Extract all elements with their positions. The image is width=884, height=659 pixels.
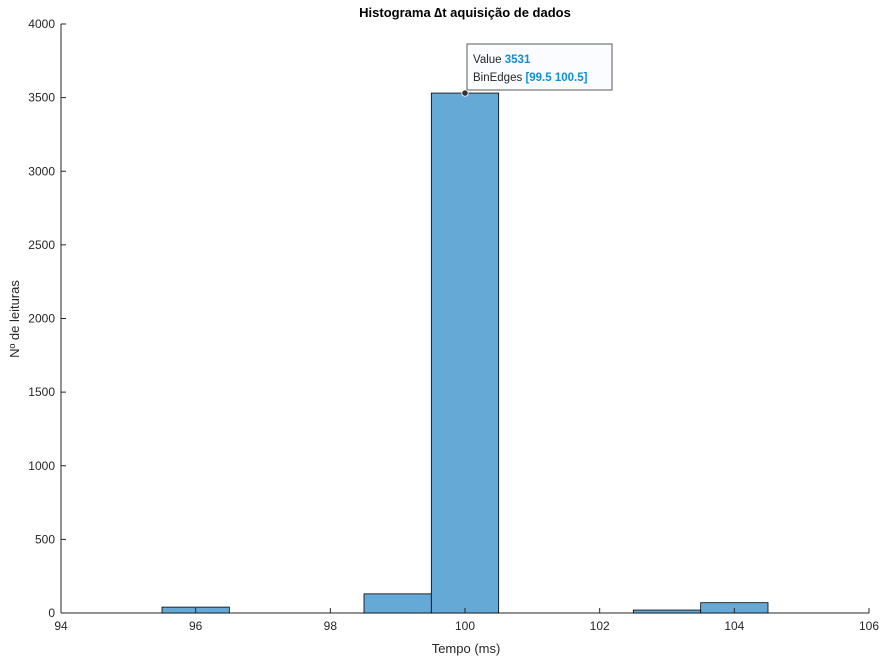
datatip-edges-label: BinEdges [99.5 100.5]	[473, 72, 588, 84]
y-tick-label: 1500	[28, 385, 55, 399]
histogram-bar	[363, 593, 432, 614]
y-tick-label: 3000	[28, 164, 55, 178]
chart-title: Histograma ∆t aquisição de dados	[359, 5, 571, 20]
datatip-marker	[461, 89, 469, 97]
histogram-bar	[632, 609, 702, 614]
histogram-bar	[430, 92, 500, 614]
plot-area: 94 96 98 100 102 104 106 0 500 1000 1500 2000 2500 30…	[28, 17, 879, 633]
x-axis-label: Tempo (ms)	[432, 641, 501, 656]
y-tick-label: 2500	[28, 238, 55, 252]
y-tick-label: 1000	[28, 459, 55, 473]
y-tick-label: 4000	[28, 17, 55, 31]
x-tick-label: 106	[859, 619, 879, 633]
y-tick-label: 500	[35, 532, 55, 546]
x-tick-label: 104	[724, 619, 744, 633]
x-tick-label: 94	[54, 619, 68, 633]
x-tick-label: 96	[189, 619, 203, 633]
datatip-value-label: Value 3531	[473, 54, 531, 66]
x-tick-label: 100	[455, 619, 475, 633]
y-tick-label: 3500	[28, 91, 55, 105]
datatip-value: 3531	[505, 54, 531, 66]
x-tick-label: 98	[324, 619, 338, 633]
datatip: Value 3531 BinEdges [99.5 100.5]	[461, 43, 613, 97]
x-tick-label: 102	[590, 619, 610, 633]
datatip-box	[466, 43, 613, 91]
y-axis-label: Nº de leituras	[7, 280, 22, 358]
y-tick-label: 0	[48, 606, 55, 620]
y-tick-label: 2000	[28, 312, 55, 326]
datatip-edges: [99.5 100.5]	[525, 72, 587, 84]
